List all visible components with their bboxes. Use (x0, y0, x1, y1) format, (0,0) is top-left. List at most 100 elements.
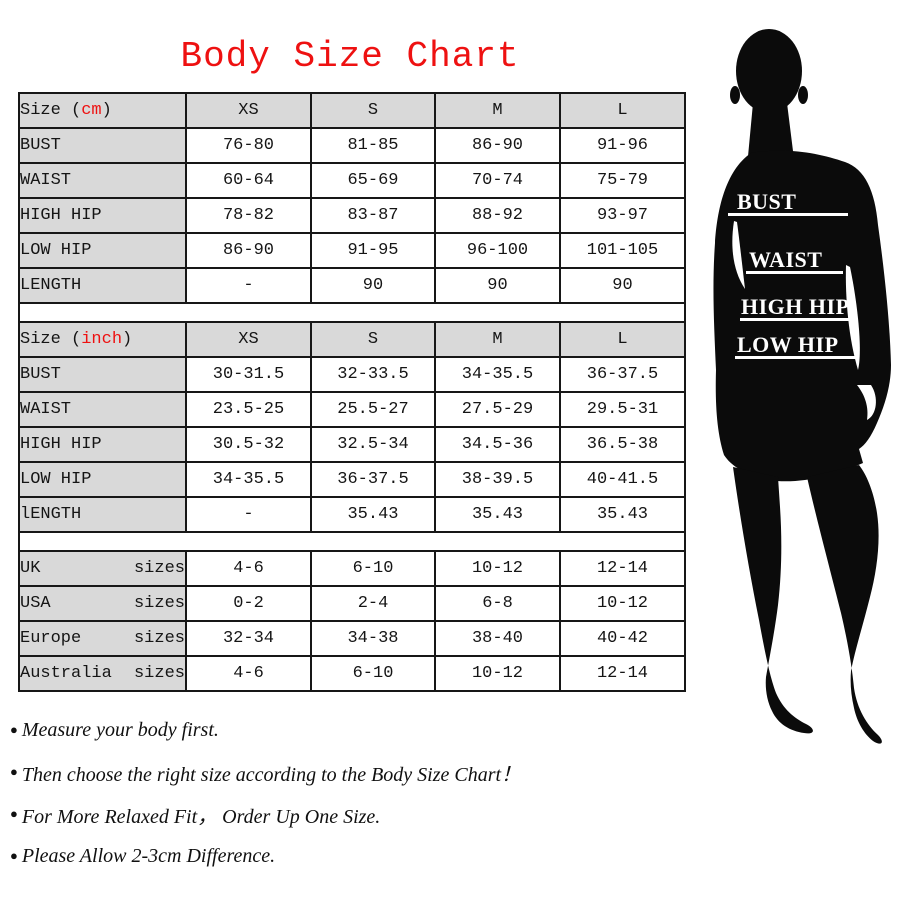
note-item: ● For More Relaxed Fit， Order Up One Siz… (10, 800, 670, 828)
size-value: 96-100 (434, 232, 561, 269)
size-value: 6-8 (434, 585, 561, 622)
size-table-inch: Size (inch) XS S M L BUST 30-31.5 32-33.5 34-35.… (18, 321, 686, 561)
notes-list: ● Measure your body first. ● Then choose… (10, 716, 670, 884)
row-label: Australia sizes (18, 655, 187, 692)
size-value: 83-87 (310, 197, 436, 234)
empty-row (18, 302, 686, 324)
size-value: 23.5-25 (185, 391, 312, 428)
size-value: 10-12 (559, 585, 686, 622)
table-header-row: Size (inch) XS S M L (18, 321, 686, 358)
unit-text: inch (81, 330, 123, 349)
row-label: LOW HIP (18, 232, 187, 269)
column-header: L (559, 92, 686, 129)
row-label: LOW HIP (18, 461, 187, 498)
figure-label-high-hip: HIGH HIP (741, 294, 850, 319)
row-label: WAIST (18, 162, 187, 199)
size-value: 36-37.5 (310, 461, 436, 498)
size-value: 75-79 (559, 162, 686, 199)
table-row: lENGTH -35.43 35.43 35.43 (18, 496, 686, 533)
size-value: 90 (310, 267, 436, 304)
column-header: M (434, 321, 561, 358)
empty-cell (18, 302, 686, 324)
size-value: 40-41.5 (559, 461, 686, 498)
size-value: 6-10 (310, 655, 436, 692)
row-label: BUST (18, 127, 187, 164)
size-unit-header: Size (cm) (18, 92, 187, 129)
row-label: HIGH HIP (18, 197, 187, 234)
size-value: 10-12 (434, 655, 561, 692)
size-value: 30-31.5 (185, 356, 312, 393)
size-value: 81-85 (310, 127, 436, 164)
high-hip-underline (740, 318, 853, 321)
size-value: 78-82 (185, 197, 312, 234)
size-value: 34-38 (310, 620, 436, 657)
waist-underline (746, 271, 843, 274)
row-label: BUST (18, 356, 187, 393)
size-value: 30.5-32 (185, 426, 312, 463)
size-value: 36-37.5 (559, 356, 686, 393)
bullet-icon: ● (10, 848, 18, 863)
size-unit-header: Size (inch) (18, 321, 187, 358)
size-value: 36.5-38 (559, 426, 686, 463)
bust-underline (728, 213, 848, 216)
size-value: 12-14 (559, 550, 686, 587)
table-header-row: Size (cm) XS S M L (18, 92, 686, 129)
column-header: XS (185, 92, 312, 129)
table-row: LENGTH -90 90 90 (18, 267, 686, 304)
size-value: 101-105 (559, 232, 686, 269)
low-hip-underline (735, 356, 857, 359)
column-header: S (310, 321, 436, 358)
size-value: 91-96 (559, 127, 686, 164)
note-text: Then choose the right size according to … (21, 763, 522, 786)
size-value: 4-6 (185, 550, 312, 587)
table-row: WAIST 60-64 65-69 70-74 75-79 (18, 162, 686, 199)
size-value: 60-64 (185, 162, 312, 199)
table-row: LOW HIP 86-90 91-95 96-100 101-105 (18, 232, 686, 269)
size-value: 32-33.5 (310, 356, 436, 393)
page-title: Body Size Chart (180, 36, 520, 77)
size-value: 2-4 (310, 585, 436, 622)
figure-label-low-hip: LOW HIP (737, 332, 839, 357)
size-table-international: UK sizes 4-6 6-10 10-12 12-14 USA sizes 0-2 2-4 6-… (18, 550, 686, 692)
size-value: 34.5-36 (434, 426, 561, 463)
size-value: 32-34 (185, 620, 312, 657)
size-value: 76-80 (185, 127, 312, 164)
size-value: 91-95 (310, 232, 436, 269)
size-value: 6-10 (310, 550, 436, 587)
table-row: HIGH HIP 78-82 83-87 88-92 93-97 (18, 197, 686, 234)
note-text: For More Relaxed Fit， Order Up One Size. (21, 805, 381, 828)
note-item: ● Measure your body first. (10, 716, 670, 744)
size-value: 86-90 (434, 127, 561, 164)
note-item: ● Please Allow 2-3cm Difference. (10, 842, 670, 870)
bullet-icon: ● (10, 764, 18, 779)
column-header: XS (185, 321, 312, 358)
table-row: HIGH HIP 30.5-32 32.5-34 34.5-36 36.5-38 (18, 426, 686, 463)
bullet-icon: ● (10, 806, 18, 821)
size-value: 40-42 (559, 620, 686, 657)
row-label: UK sizes (18, 550, 187, 587)
size-value: 70-74 (434, 162, 561, 199)
table-row: BUST 30-31.5 32-33.5 34-35.5 36-37.5 (18, 356, 686, 393)
size-value: 4-6 (185, 655, 312, 692)
row-label: LENGTH (18, 267, 187, 304)
table-row: Europe sizes 32-34 34-38 38-40 40-42 (18, 620, 686, 657)
table-row: USA sizes 0-2 2-4 6-8 10-12 (18, 585, 686, 622)
size-value: 90 (559, 267, 686, 304)
note-text: Please Allow 2-3cm Difference. (21, 844, 276, 867)
body-silhouette-figure: BUST WAIST HIGH HIP LOW HIP (695, 25, 895, 745)
size-value: 65-69 (310, 162, 436, 199)
table-row: WAIST 23.5-25 25.5-27 27.5-29 29.5-31 (18, 391, 686, 428)
size-value: 34-35.5 (185, 461, 312, 498)
size-value: 10-12 (434, 550, 561, 587)
size-value: 29.5-31 (559, 391, 686, 428)
size-value: 38-40 (434, 620, 561, 657)
size-value: 25.5-27 (310, 391, 436, 428)
row-label: Europe sizes (18, 620, 187, 657)
note-item: ● Then choose the right size according t… (10, 758, 670, 786)
column-header: M (434, 92, 561, 129)
size-value: 93-97 (559, 197, 686, 234)
size-value: 0-2 (185, 585, 312, 622)
size-value: 27.5-29 (434, 391, 561, 428)
table-row: UK sizes 4-6 6-10 10-12 12-14 (18, 550, 686, 587)
table-row: BUST 76-80 81-85 86-90 91-96 (18, 127, 686, 164)
